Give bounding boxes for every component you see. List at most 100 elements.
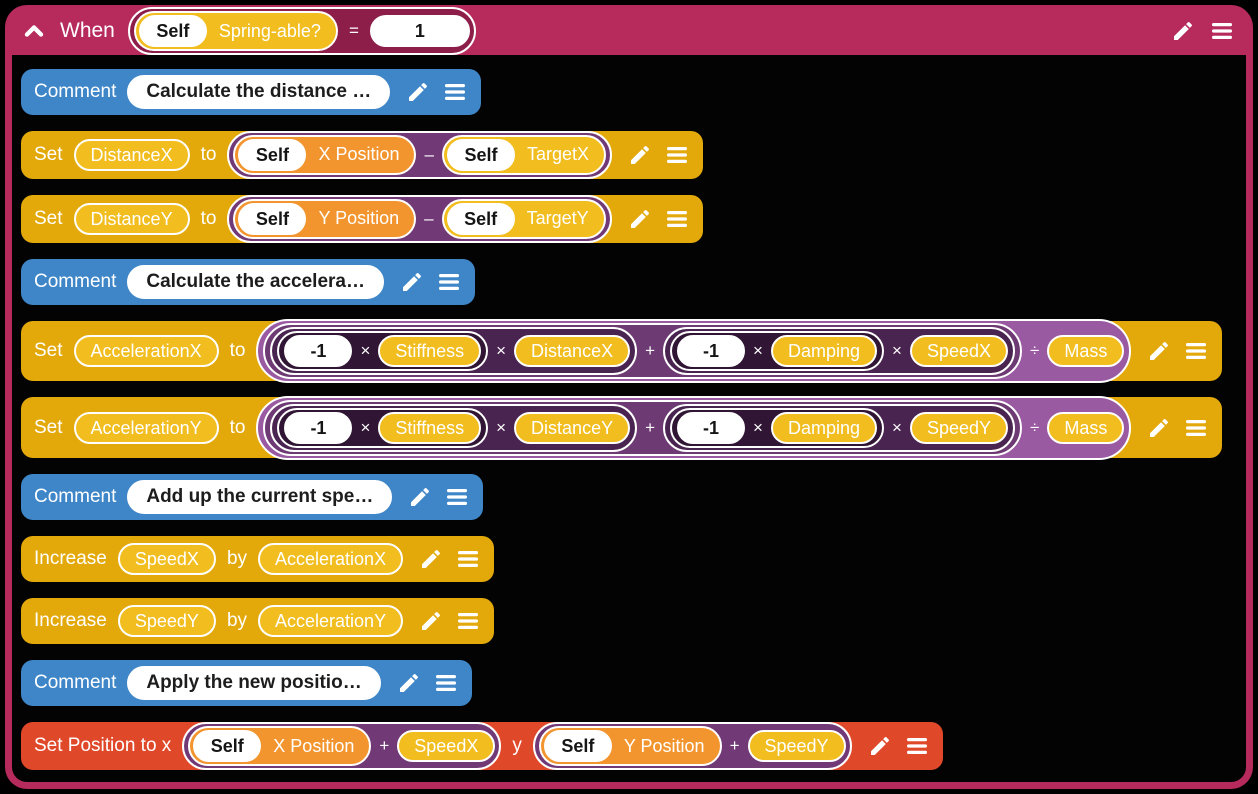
comment-block[interactable]: Comment Calculate the distance …	[21, 69, 482, 115]
edit-icon[interactable]	[399, 269, 425, 295]
increase-block[interactable]: Increase SpeedY by AccelerationY	[21, 598, 495, 645]
edit-icon[interactable]	[418, 608, 444, 634]
sum-group[interactable]: -1 × Stiffness × DistanceX + -1 ×	[263, 323, 1023, 380]
product-group[interactable]: -1 × Stiffness × DistanceY	[270, 403, 638, 452]
variable-pill[interactable]: DistanceX	[514, 335, 631, 368]
variable-pill[interactable]: Stiffness	[378, 335, 482, 368]
object-property-capsule[interactable]: Self Y Position	[538, 726, 722, 767]
variable-pill[interactable]: Mass	[1047, 411, 1125, 444]
object-property-capsule[interactable]: Self X Position	[188, 726, 372, 767]
object-property-capsule[interactable]: Self TargetY	[441, 198, 606, 239]
y-expression-group[interactable]: Self Y Position + SpeedY	[532, 722, 852, 771]
condition-group[interactable]: Self Spring-able? = 1	[127, 7, 476, 55]
product-group[interactable]: -1 × Stiffness	[277, 331, 489, 372]
when-header: When Self Spring-able? = 1	[5, 5, 1253, 55]
edit-icon[interactable]	[627, 206, 653, 232]
variable-pill[interactable]: AccelerationX	[73, 335, 219, 368]
set-position-block[interactable]: Set Position to x Self X Position + Spee…	[21, 722, 943, 771]
menu-icon[interactable]	[442, 79, 468, 105]
menu-icon[interactable]	[436, 269, 462, 295]
edit-icon[interactable]	[1146, 415, 1172, 441]
edit-icon[interactable]	[407, 484, 433, 510]
variable-pill[interactable]: Damping	[770, 411, 878, 444]
value-pill[interactable]: 1	[369, 15, 470, 47]
variable-pill[interactable]: Damping	[770, 335, 878, 368]
set-block[interactable]: Set AccelerationX to -1 × Stiffness × Di…	[21, 319, 1223, 384]
object-pill[interactable]: Self	[238, 138, 307, 171]
expression-group[interactable]: -1 × Stiffness × DistanceY + -1 ×	[256, 395, 1132, 460]
object-pill[interactable]: Self	[446, 138, 515, 171]
object-pill[interactable]: Self	[193, 730, 262, 763]
amount-pill[interactable]: AccelerationX	[258, 543, 404, 576]
edit-icon[interactable]	[405, 79, 431, 105]
object-pill[interactable]: Self	[138, 15, 207, 47]
product-group[interactable]: -1 × Damping	[670, 331, 885, 372]
menu-icon[interactable]	[455, 608, 481, 634]
menu-icon[interactable]	[1183, 338, 1209, 364]
variable-pill[interactable]: DistanceX	[73, 138, 190, 171]
variable-pill[interactable]: SpeedY	[747, 730, 846, 763]
object-pill[interactable]: Self	[446, 202, 515, 235]
menu-icon[interactable]	[1183, 415, 1209, 441]
block-label: Increase	[34, 548, 107, 570]
edit-icon[interactable]	[1146, 338, 1172, 364]
x-expression-group[interactable]: Self X Position + SpeedX	[182, 722, 502, 771]
variable-pill[interactable]: SpeedX	[397, 730, 496, 763]
menu-icon[interactable]	[664, 206, 690, 232]
object-property-capsule[interactable]: Self Y Position	[233, 198, 417, 239]
menu-icon[interactable]	[433, 670, 459, 696]
multiply-operator: ×	[753, 417, 763, 437]
product-group[interactable]: -1 × Stiffness × DistanceX	[270, 327, 638, 376]
comment-text-pill[interactable]: Calculate the accelera…	[127, 264, 384, 299]
number-pill[interactable]: -1	[284, 335, 353, 368]
variable-pill[interactable]: SpeedX	[117, 543, 216, 576]
chevron-up-icon[interactable]	[21, 18, 47, 44]
edit-icon[interactable]	[627, 142, 653, 168]
object-property-capsule[interactable]: Self TargetX	[441, 134, 606, 175]
edit-icon[interactable]	[867, 733, 893, 759]
object-pill[interactable]: Self	[543, 730, 612, 763]
set-block[interactable]: Set DistanceX to Self X Position – Self …	[21, 130, 703, 179]
expression-group[interactable]: Self X Position – Self TargetX	[227, 130, 612, 179]
number-pill[interactable]: -1	[677, 335, 746, 368]
variable-pill[interactable]: SpeedX	[909, 335, 1009, 368]
comment-text-pill[interactable]: Calculate the distance …	[127, 75, 391, 109]
sum-group[interactable]: -1 × Stiffness × DistanceY + -1 ×	[263, 399, 1023, 456]
product-group[interactable]: -1 × Damping	[670, 407, 885, 448]
comment-block[interactable]: Comment Calculate the accelera…	[21, 258, 475, 305]
variable-pill[interactable]: SpeedY	[909, 411, 1009, 444]
amount-pill[interactable]: AccelerationY	[258, 605, 404, 638]
variable-pill[interactable]: DistanceY	[514, 411, 631, 444]
object-pill[interactable]: Self	[238, 202, 307, 235]
expression-group[interactable]: Self Y Position – Self TargetY	[227, 194, 612, 243]
product-group[interactable]: -1 × Damping × SpeedY	[663, 403, 1016, 452]
variable-pill[interactable]: DistanceY	[73, 202, 190, 235]
comment-text-pill[interactable]: Add up the current spe…	[127, 480, 393, 515]
set-block[interactable]: Set DistanceY to Self Y Position – Self …	[21, 194, 703, 243]
menu-icon[interactable]	[664, 142, 690, 168]
comment-text-pill[interactable]: Apply the new positio…	[127, 666, 381, 701]
set-block[interactable]: Set AccelerationY to -1 × Stiffness × Di…	[21, 395, 1223, 460]
edit-icon[interactable]	[396, 670, 422, 696]
object-property-capsule[interactable]: Self Spring-able?	[133, 11, 338, 51]
comment-block[interactable]: Comment Add up the current spe…	[21, 474, 484, 521]
variable-pill[interactable]: Stiffness	[378, 411, 482, 444]
number-pill[interactable]: -1	[284, 411, 353, 444]
variable-pill[interactable]: SpeedY	[117, 605, 216, 638]
variable-pill[interactable]: AccelerationY	[73, 411, 219, 444]
variable-pill[interactable]: Mass	[1047, 335, 1125, 368]
product-group[interactable]: -1 × Damping × SpeedX	[663, 327, 1016, 376]
product-group[interactable]: -1 × Stiffness	[277, 407, 489, 448]
edit-icon[interactable]	[418, 546, 444, 572]
expression-group[interactable]: -1 × Stiffness × DistanceX + -1 ×	[256, 319, 1132, 384]
menu-icon[interactable]	[455, 546, 481, 572]
menu-icon[interactable]	[1209, 18, 1235, 44]
number-pill[interactable]: -1	[677, 411, 746, 444]
increase-block[interactable]: Increase SpeedX by AccelerationX	[21, 536, 495, 583]
object-property-capsule[interactable]: Self X Position	[233, 134, 417, 175]
menu-icon[interactable]	[904, 733, 930, 759]
comment-block[interactable]: Comment Apply the new positio…	[21, 660, 472, 707]
edit-icon[interactable]	[1170, 18, 1196, 44]
menu-icon[interactable]	[444, 484, 470, 510]
property-label: TargetX	[526, 144, 589, 165]
